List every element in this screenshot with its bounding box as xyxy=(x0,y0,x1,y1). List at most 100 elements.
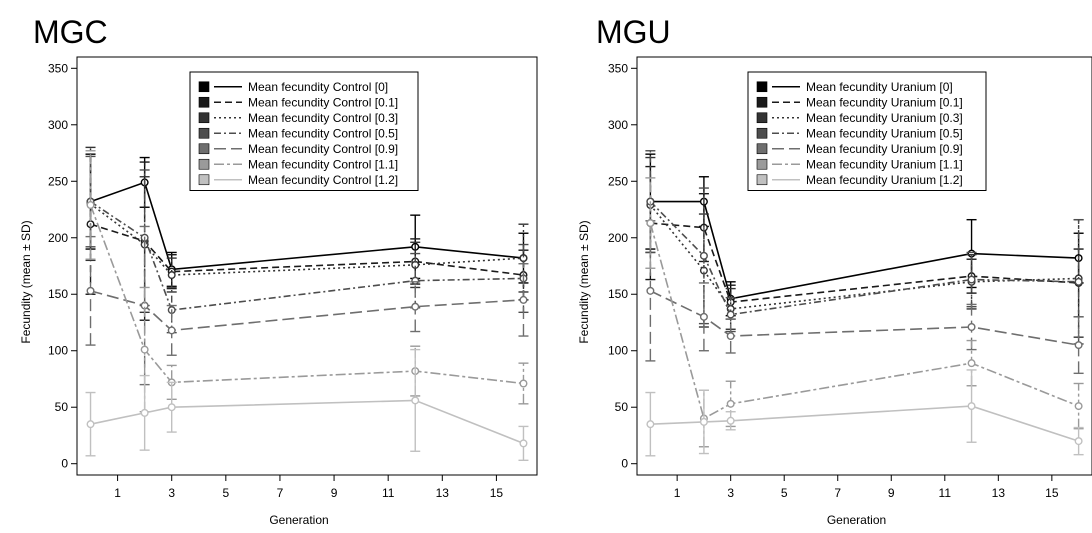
y-tick-label: 350 xyxy=(48,61,68,75)
data-point xyxy=(967,402,976,411)
data-point xyxy=(1074,437,1083,446)
data-point xyxy=(726,310,735,319)
x-tick-label: 9 xyxy=(331,486,338,500)
x-tick-label: 9 xyxy=(888,486,895,500)
data-point xyxy=(519,439,528,448)
y-tick-label: 50 xyxy=(615,400,629,414)
series-line xyxy=(90,399,524,445)
x-axis-label: Generation xyxy=(269,513,328,527)
legend-swatch xyxy=(198,127,210,139)
legend-label: Mean fecundity Uranium [0.5] xyxy=(806,126,963,140)
data-point xyxy=(519,295,528,304)
data-point xyxy=(411,276,420,285)
legend-label: Mean fecundity Control [0] xyxy=(248,80,388,94)
x-tick-label: 13 xyxy=(436,486,450,500)
legend-swatch xyxy=(756,174,768,186)
series-line xyxy=(650,405,1079,442)
y-tick-label: 200 xyxy=(608,231,628,245)
series-line xyxy=(90,200,524,311)
data-point xyxy=(699,417,708,426)
y-tick-label: 0 xyxy=(621,457,628,471)
x-tick-label: 15 xyxy=(1045,486,1059,500)
legend-label: Mean fecundity Uranium [1.1] xyxy=(806,157,963,171)
series-line xyxy=(90,181,524,271)
data-point xyxy=(699,251,708,260)
x-axis-label: Generation xyxy=(827,513,886,527)
x-tick-label: 7 xyxy=(834,486,841,500)
legend-swatch xyxy=(198,174,210,186)
x-tick-label: 11 xyxy=(382,486,395,500)
legend-swatch xyxy=(756,158,768,170)
legend-swatch xyxy=(198,96,210,108)
legend-label: Mean fecundity Uranium [1.2] xyxy=(806,173,963,187)
y-axis-label: Fecundity (mean ± SD) xyxy=(19,220,33,343)
plot-frame xyxy=(636,56,1092,476)
data-point xyxy=(699,312,708,321)
data-point xyxy=(411,396,420,405)
legend-label: Mean fecundity Control [0.5] xyxy=(248,126,398,140)
plot-frame xyxy=(76,56,538,476)
legend-label: Mean fecundity Control [1.2] xyxy=(248,173,398,187)
y-tick-label: 300 xyxy=(608,118,628,132)
data-point xyxy=(86,286,95,295)
y-axis-label: Fecundity (mean ± SD) xyxy=(577,220,591,343)
x-tick-label: 5 xyxy=(222,486,229,500)
x-tick-label: 3 xyxy=(727,486,734,500)
y-tick-label: 250 xyxy=(608,174,628,188)
chart-title: MGC xyxy=(33,14,108,50)
series-5 xyxy=(645,177,1084,448)
series-line xyxy=(649,201,1079,316)
series-line xyxy=(650,222,1079,304)
y-tick-label: 350 xyxy=(608,61,628,75)
y-tick-label: 150 xyxy=(48,287,68,301)
y-tick-label: 100 xyxy=(48,344,68,358)
x-tick-label: 5 xyxy=(781,486,788,500)
data-point xyxy=(646,219,655,228)
data-point xyxy=(726,332,735,341)
series-6 xyxy=(85,348,529,462)
data-point xyxy=(1074,341,1083,350)
series-line xyxy=(649,204,1079,310)
data-point xyxy=(167,271,176,280)
data-point xyxy=(140,345,149,354)
data-point xyxy=(726,416,735,425)
legend-box xyxy=(747,71,987,191)
x-tick-label: 1 xyxy=(114,486,121,500)
data-point xyxy=(519,379,528,388)
data-point xyxy=(86,200,95,209)
legend-box xyxy=(189,71,419,191)
data-point xyxy=(1074,277,1083,286)
series-line xyxy=(650,200,1079,300)
data-point xyxy=(967,275,976,284)
chart-title: MGU xyxy=(596,14,671,50)
series-line xyxy=(90,223,524,276)
data-point xyxy=(411,302,420,311)
data-point xyxy=(967,323,976,332)
legend-label: Mean fecundity Uranium [0.3] xyxy=(806,111,963,125)
series-line xyxy=(90,203,524,276)
y-tick-label: 250 xyxy=(48,174,68,188)
series-line xyxy=(90,290,524,332)
x-tick-label: 13 xyxy=(992,486,1006,500)
series-4 xyxy=(645,220,1084,375)
data-point xyxy=(726,399,735,408)
x-tick-label: 3 xyxy=(168,486,175,500)
series-line xyxy=(649,222,1079,420)
legend-swatch xyxy=(198,158,210,170)
series-line xyxy=(650,290,1079,346)
x-tick-label: 11 xyxy=(939,486,952,500)
y-tick-label: 300 xyxy=(48,118,68,132)
legend-label: Mean fecundity Uranium [0.9] xyxy=(806,142,963,156)
legend-label: Mean fecundity Control [0.9] xyxy=(248,142,398,156)
data-point xyxy=(646,286,655,295)
legend-swatch xyxy=(756,81,768,93)
legend-swatch xyxy=(756,127,768,139)
legend-label: Mean fecundity Uranium [0] xyxy=(806,80,953,94)
data-point xyxy=(646,420,655,429)
y-tick-label: 150 xyxy=(608,287,628,301)
legend-label: Mean fecundity Control [1.1] xyxy=(248,157,398,171)
legend-label: Mean fecundity Uranium [0.1] xyxy=(806,95,963,109)
data-point xyxy=(140,408,149,417)
